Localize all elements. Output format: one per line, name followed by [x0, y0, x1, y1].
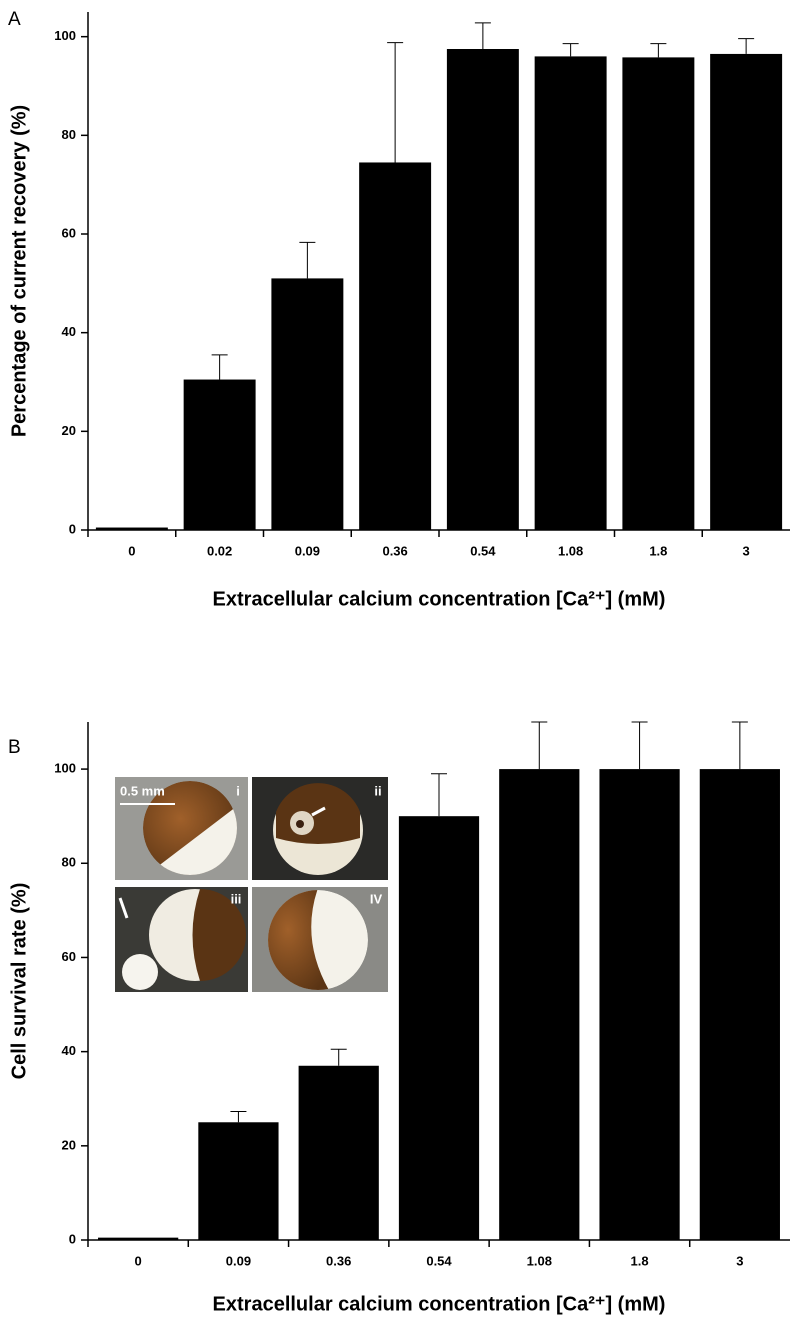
- y-tick-label: 20: [62, 1137, 76, 1152]
- inset-photos: 0.5 mm i ii iii IV: [115, 777, 388, 992]
- y-tick-label: 60: [62, 225, 76, 240]
- x-axis-label: Extracellular calcium concentration [Ca²…: [213, 588, 666, 610]
- bar: [446, 49, 519, 530]
- egg: [268, 890, 368, 990]
- y-tick-label: 0: [69, 1231, 76, 1246]
- bar: [710, 53, 783, 530]
- error-bar: [299, 241, 316, 279]
- bleb: [122, 954, 158, 990]
- panel-label: B: [8, 737, 21, 758]
- chart: B Cell survival rate (%) Extracellular cal…: [8, 721, 790, 1315]
- y-tick-label: 40: [62, 324, 76, 339]
- y-tick-label: 20: [62, 423, 76, 438]
- scale-bar-label: 0.5 mm: [120, 783, 165, 798]
- bar: [699, 769, 780, 1240]
- bar: [359, 162, 432, 530]
- bar: [183, 379, 256, 530]
- chart: A Percentage of current recovery (%) Extra…: [8, 9, 790, 610]
- x-tick-label: 0.36: [326, 1253, 351, 1268]
- x-tick-label: 0.09: [226, 1253, 251, 1268]
- panel-label: A: [8, 9, 21, 30]
- bar: [622, 57, 695, 531]
- x-tick-label: 0.54: [470, 543, 496, 558]
- error-bar: [650, 43, 667, 58]
- bar: [298, 1065, 379, 1240]
- x-tick-label: 0.02: [207, 543, 232, 558]
- error-bar: [731, 721, 748, 770]
- error-bar: [387, 42, 404, 163]
- bar: [98, 1237, 179, 1240]
- x-tick-label: 1.8: [649, 543, 667, 558]
- bar: [398, 816, 480, 1240]
- inset-label: ii: [374, 783, 381, 798]
- y-tick-label: 80: [62, 855, 76, 870]
- y-tick-label: 0: [69, 521, 76, 536]
- x-tick-label: 1.08: [558, 543, 583, 558]
- y-axis-label: Cell survival rate (%): [8, 883, 30, 1080]
- error-bar: [431, 773, 447, 817]
- inset-label: iii: [231, 891, 242, 906]
- y-tick-label: 60: [62, 949, 76, 964]
- y-axis-label: Percentage of current recovery (%): [8, 105, 30, 437]
- error-bar: [474, 22, 491, 49]
- error-bar: [330, 1048, 347, 1066]
- y-tick-label: 100: [54, 761, 76, 776]
- inset-label: IV: [370, 891, 383, 906]
- error-bar: [738, 38, 755, 54]
- arrow: [118, 897, 129, 919]
- egg-half: [192, 889, 246, 981]
- error-bar: [211, 354, 228, 380]
- error-bar: [631, 721, 648, 770]
- arrow: [311, 806, 326, 817]
- error-bar: [562, 43, 579, 57]
- x-tick-label: 0.09: [295, 543, 320, 558]
- x-tick-label: 1.8: [631, 1253, 649, 1268]
- bar: [534, 56, 607, 531]
- bar: [599, 769, 680, 1240]
- x-tick-label: 3: [736, 1253, 743, 1268]
- bar: [499, 769, 580, 1240]
- bar: [271, 278, 344, 530]
- spot-core: [296, 820, 304, 828]
- error-bar: [230, 1110, 247, 1123]
- y-tick-label: 80: [62, 127, 76, 142]
- x-axis-label: Extracellular calcium concentration [Ca²…: [213, 1293, 666, 1315]
- y-tick-label: 100: [54, 28, 76, 43]
- inset-label: i: [236, 783, 240, 798]
- bar: [95, 527, 168, 530]
- x-tick-label: 1.08: [527, 1253, 552, 1268]
- x-tick-label: 0.54: [426, 1253, 452, 1268]
- x-tick-label: 0: [135, 1253, 142, 1268]
- x-tick-label: 0: [128, 543, 135, 558]
- x-tick-label: 0.36: [382, 543, 407, 558]
- error-bar: [531, 721, 548, 770]
- x-tick-label: 3: [743, 543, 750, 558]
- bar: [198, 1122, 279, 1240]
- y-tick-label: 40: [62, 1043, 76, 1058]
